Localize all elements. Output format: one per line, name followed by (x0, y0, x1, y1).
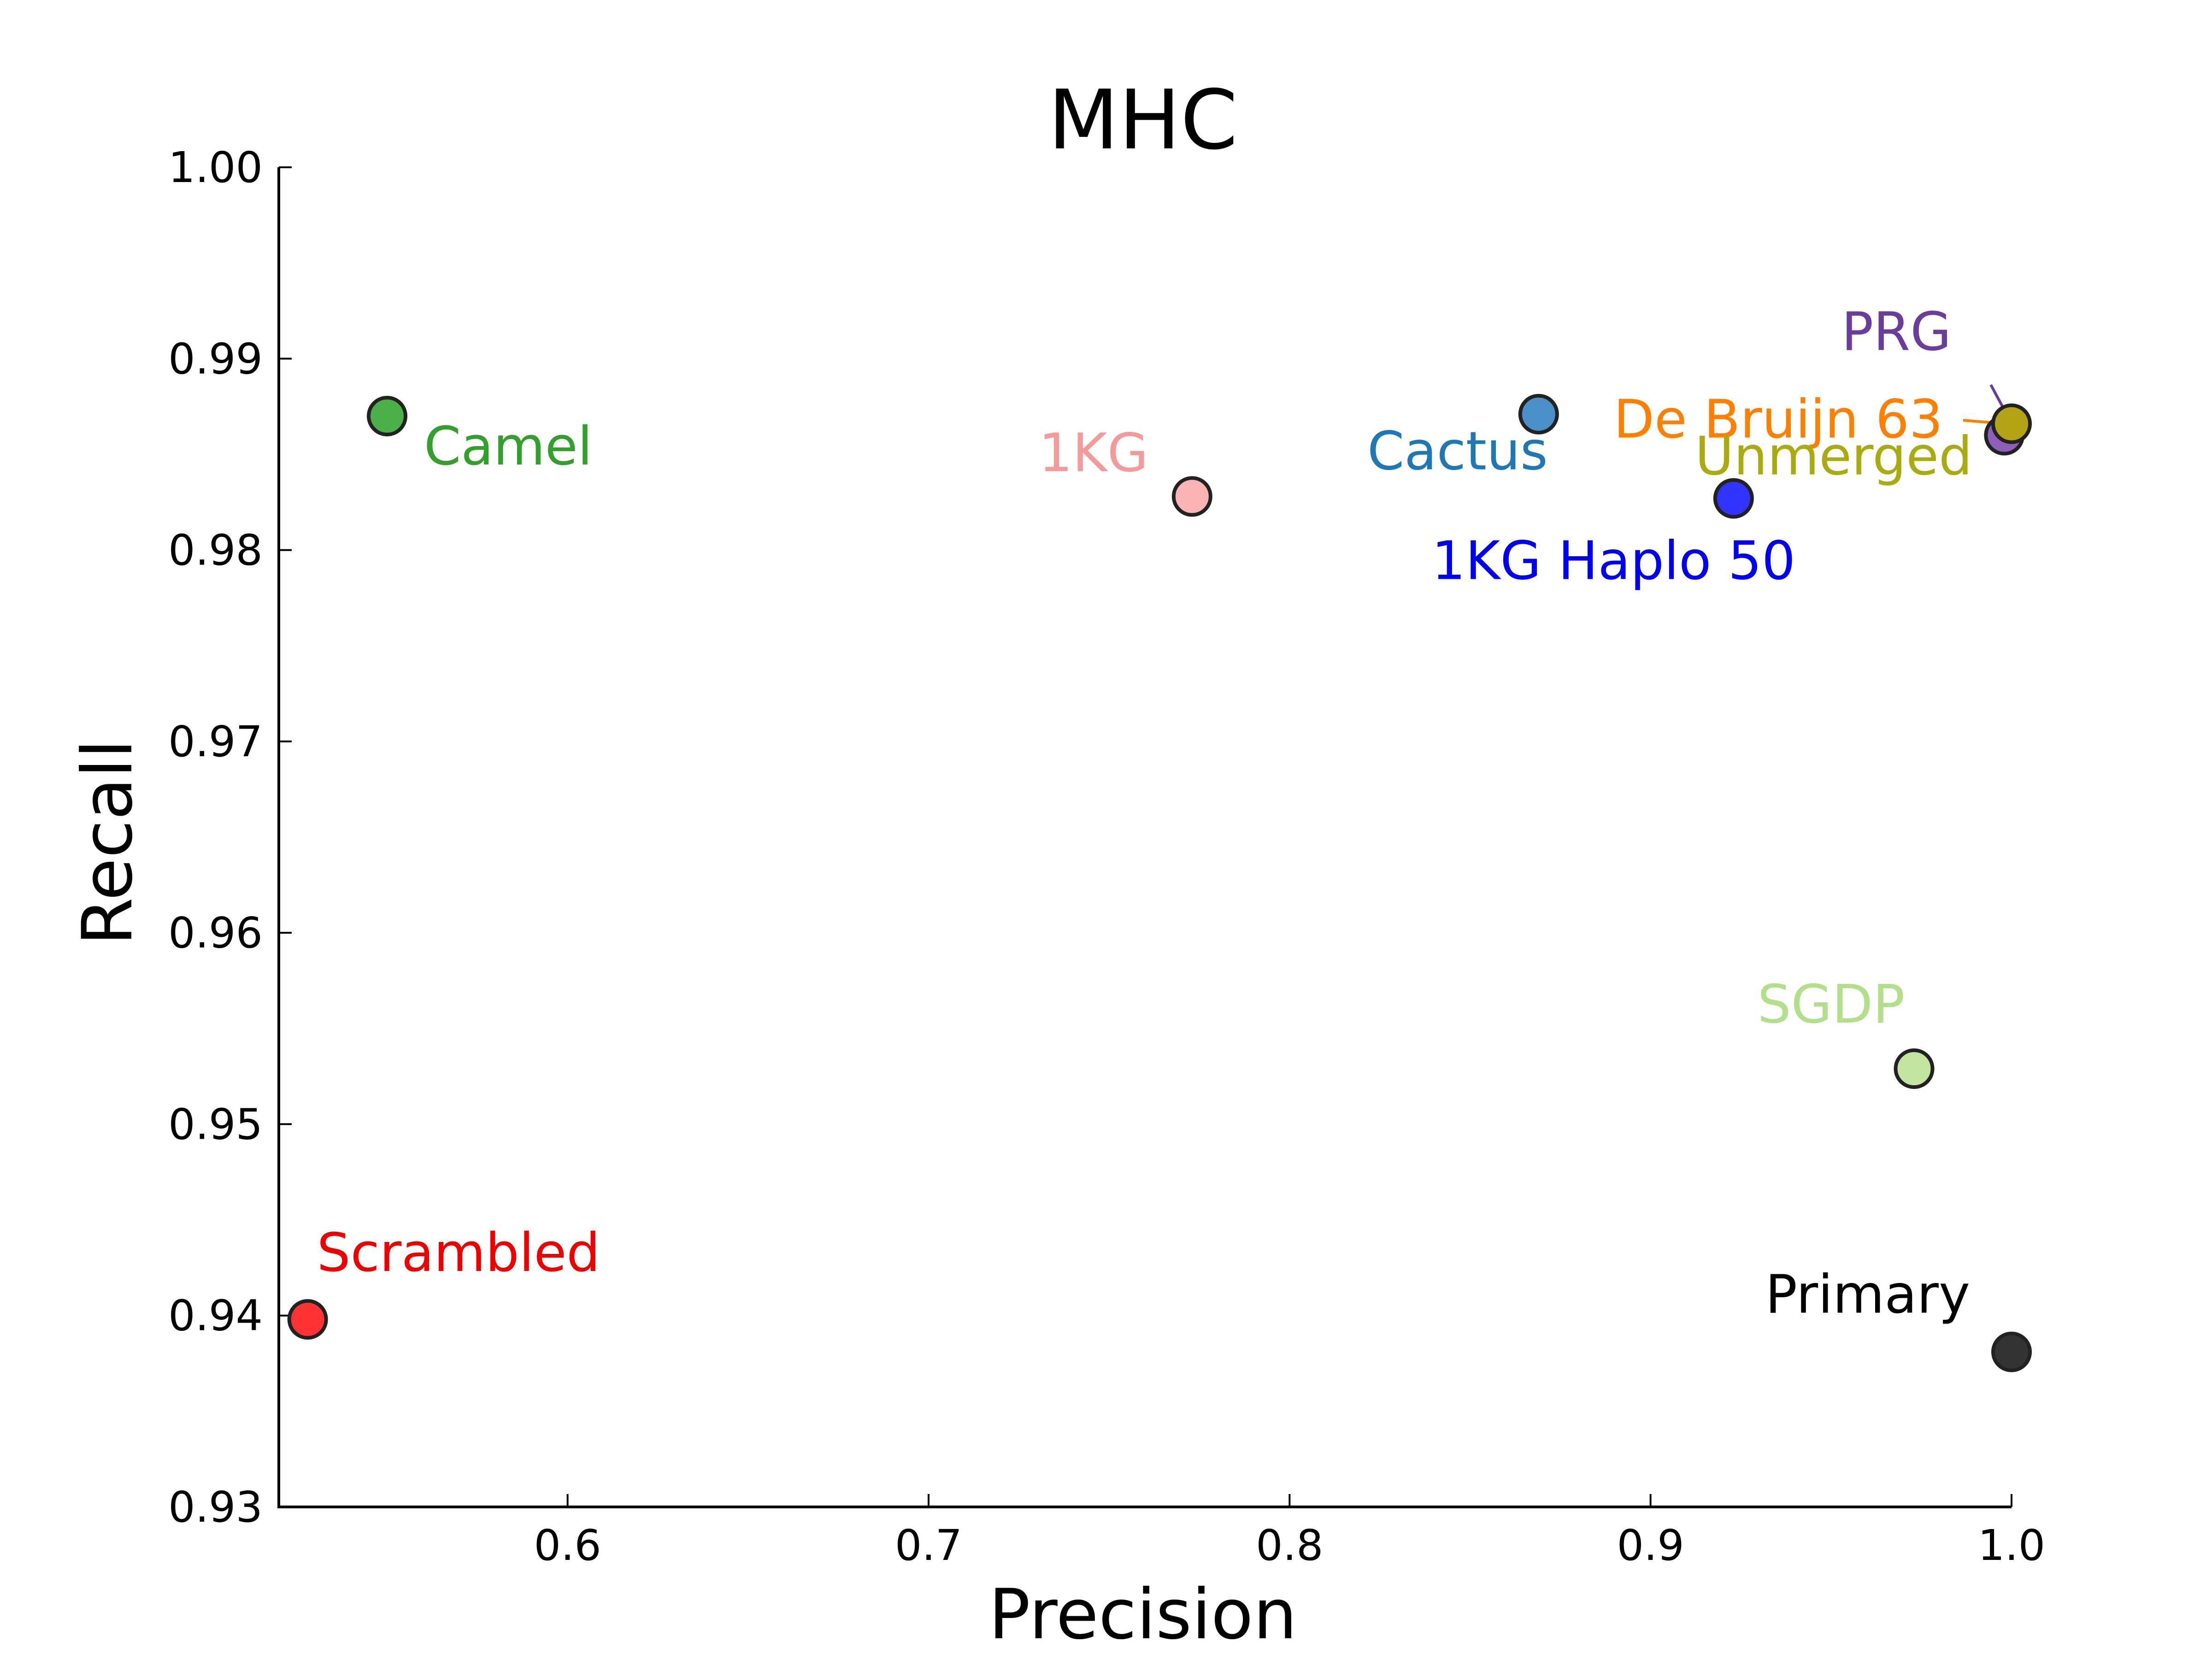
y-tick-label: 0.98 (168, 526, 263, 575)
x-tick-label: 1.0 (1978, 1521, 2045, 1570)
x-tick-label: 0.7 (895, 1521, 962, 1570)
x-axis-title: Precision (988, 1575, 1297, 1655)
point-1kg-haplo-50 (1713, 478, 1754, 519)
label-prg: PRG (1841, 301, 1951, 363)
label-camel: Camel (424, 416, 593, 477)
point-1kg (1171, 476, 1212, 517)
y-tick-label: 0.95 (168, 1100, 263, 1149)
label-1kg: 1KG (1039, 422, 1148, 484)
point-cactus (1518, 394, 1559, 435)
y-tick-label: 1.00 (168, 143, 263, 192)
y-tick-label: 0.96 (168, 908, 263, 958)
label-cactus: Cactus (1367, 421, 1548, 482)
point-labels: Camel 1KG Cactus 1KG Haplo 50 SGDP Scrambled P… (317, 301, 1972, 1325)
y-axis-title: Recall (68, 739, 148, 946)
label-sgdp: SGDP (1757, 974, 1905, 1035)
x-tick-label: 0.9 (1617, 1521, 1684, 1570)
point-sgdp (1894, 1048, 1935, 1089)
label-primary: Primary (1765, 1264, 1970, 1326)
y-tick-label: 0.94 (168, 1291, 263, 1341)
x-tick-label: 0.6 (534, 1521, 601, 1570)
point-camel (367, 395, 407, 436)
y-tick-label: 0.97 (168, 717, 263, 766)
markers (287, 394, 2032, 1372)
x-tick-label: 0.8 (1256, 1521, 1323, 1570)
axes: 0.6 0.7 0.8 0.9 1.0 0.93 0.94 0.95 0.96 0.97 0.98 0… (168, 143, 2045, 1570)
point-primary (1991, 1331, 2032, 1372)
label-de-bruijn-63: De Bruijn 63 (1613, 388, 1943, 450)
y-tick-label: 0.93 (168, 1483, 263, 1532)
chart-title: MHC (1048, 72, 1238, 168)
label-unmerged: Unmerged (1695, 425, 1972, 487)
point-unmerged (1991, 403, 2032, 444)
label-1kg-haplo-50: 1KG Haplo 50 (1432, 530, 1795, 592)
y-tick-label: 0.99 (168, 334, 263, 383)
label-scrambled: Scrambled (317, 1222, 600, 1284)
point-scrambled (287, 1299, 328, 1340)
